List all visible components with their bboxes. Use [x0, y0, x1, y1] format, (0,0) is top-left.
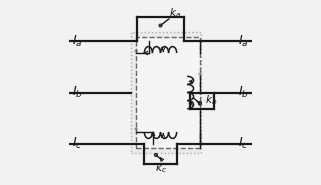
Text: $I_a$: $I_a$ [72, 33, 83, 49]
Text: $I_a$: $I_a$ [238, 33, 249, 49]
Text: $I_c$: $I_c$ [238, 136, 249, 152]
Text: *: * [134, 48, 138, 58]
Text: $I_c$: $I_c$ [72, 136, 83, 152]
Text: $I_b$: $I_b$ [238, 85, 249, 100]
Text: $k_b$: $k_b$ [205, 93, 218, 107]
Text: $k_c$: $k_c$ [155, 161, 167, 175]
Text: $I_b$: $I_b$ [72, 85, 83, 100]
Bar [136, 37, 200, 148]
Text: *: * [198, 72, 202, 81]
Bar [131, 32, 201, 153]
Text: *: * [134, 127, 138, 137]
Text: $k_a$: $k_a$ [169, 6, 181, 20]
